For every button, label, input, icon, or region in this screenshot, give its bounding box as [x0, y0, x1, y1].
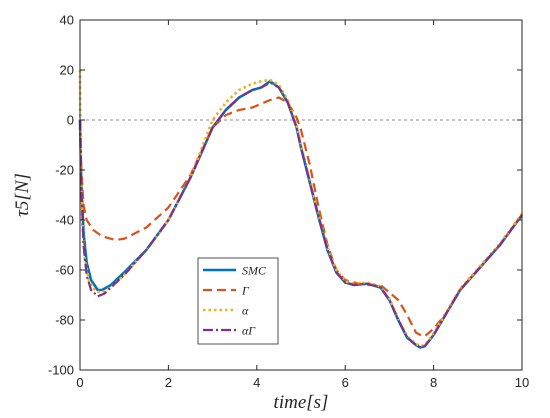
- y-axis-title: τ5[N]: [12, 173, 33, 217]
- series-layer: [78, 69, 524, 349]
- axes-frame: [79, 19, 523, 371]
- series-line-4: [78, 81, 523, 349]
- x-tick-label: 0: [76, 375, 83, 390]
- y-tick-label: 40: [60, 13, 74, 28]
- x-tick-label: 10: [515, 375, 529, 390]
- legend-label-3: α: [242, 304, 249, 318]
- y-tick-label: 0: [67, 113, 74, 128]
- x-tick-label: 8: [430, 375, 437, 390]
- y-tick-label: -60: [55, 263, 74, 278]
- axes: [79, 19, 523, 371]
- legend-label-1: SMC: [242, 264, 267, 278]
- series-line-2: [78, 96, 523, 338]
- plot-area: [80, 20, 522, 370]
- tick-labels: 0 2 4 6 8 10 -100 -80 -60 -40 -20 0 20 40: [48, 13, 529, 391]
- legend-label-4: αΓ: [242, 324, 256, 338]
- y-tick-label: 20: [60, 63, 74, 78]
- y-tick-label: -20: [55, 163, 74, 178]
- legend: SMC Γα αΓ: [197, 257, 279, 345]
- y-tick-label: -40: [55, 213, 74, 228]
- legend-label-2: Γ: [241, 284, 250, 298]
- plot-background: [80, 20, 522, 370]
- x-tick-label: 2: [165, 375, 172, 390]
- x-axis-title: time[s]: [274, 392, 329, 413]
- x-tick-label: 6: [342, 375, 349, 390]
- x-tick-label: 4: [253, 375, 260, 390]
- y-tick-label: -80: [55, 313, 74, 328]
- y-tick-label: -100: [48, 363, 74, 378]
